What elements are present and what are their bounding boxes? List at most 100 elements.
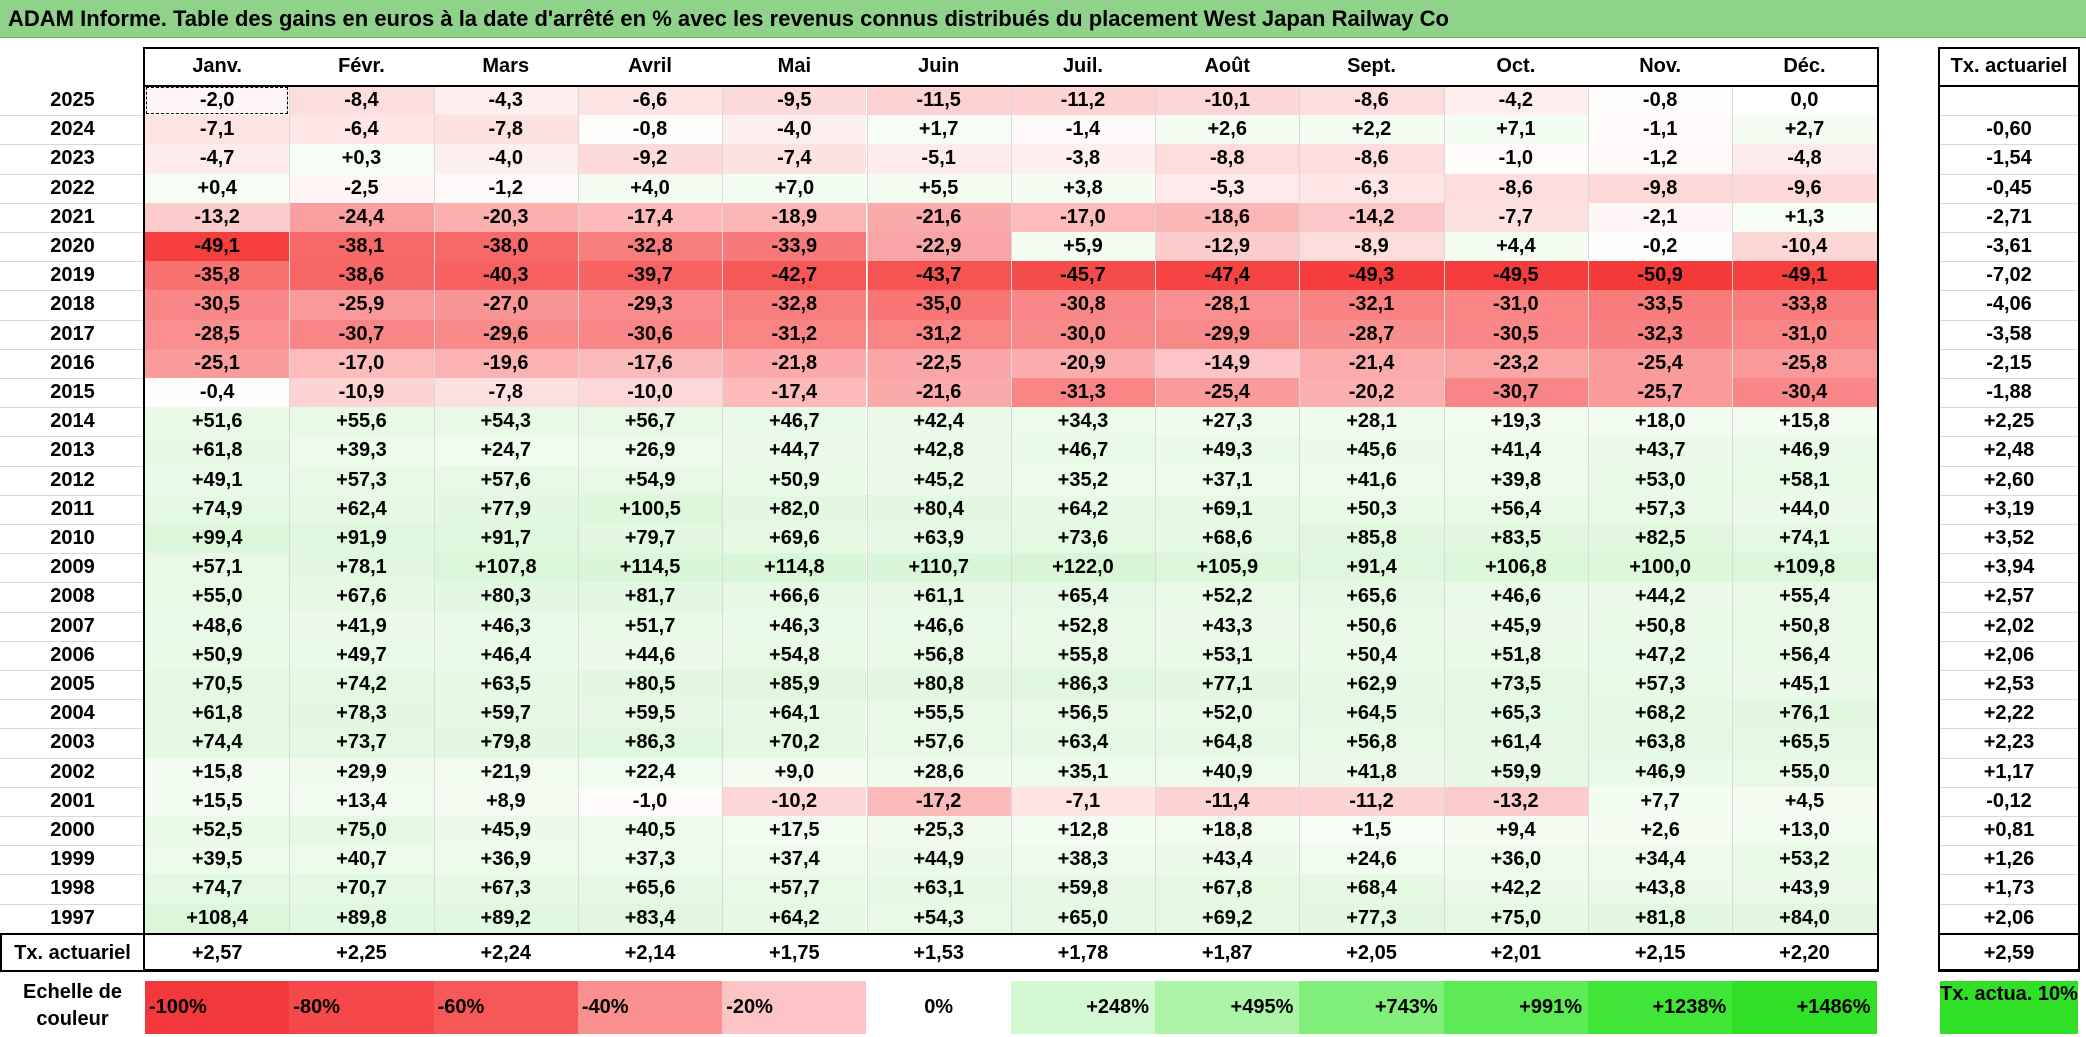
table-cell: +75,0 bbox=[289, 816, 434, 846]
table-cell: +57,3 bbox=[1588, 670, 1733, 700]
table-cell: +42,8 bbox=[866, 436, 1011, 466]
table-cell: +70,5 bbox=[145, 670, 290, 700]
year-label: 2005 bbox=[50, 673, 95, 695]
table-cell: +18,8 bbox=[1155, 816, 1300, 846]
table-cell: -47,4 bbox=[1155, 261, 1300, 291]
table-cell: -32,1 bbox=[1299, 290, 1444, 320]
table-cell: -30,0 bbox=[1010, 319, 1156, 349]
table-cell: +82,5 bbox=[1588, 524, 1733, 554]
table-cell: +50,3 bbox=[1299, 494, 1444, 524]
table-cell: -17,6 bbox=[577, 348, 723, 378]
table-cell: +8,9 bbox=[433, 786, 578, 816]
row-divider bbox=[1940, 202, 2078, 204]
table-cell: +80,5 bbox=[577, 670, 723, 700]
table-cell: +69,1 bbox=[1155, 494, 1300, 524]
table-cell: -32,8 bbox=[722, 290, 867, 320]
rate-cell: +3,19 bbox=[1983, 497, 2035, 520]
table-cell: +55,8 bbox=[1010, 640, 1156, 670]
table-cell: +65,5 bbox=[1732, 728, 1877, 758]
table-cell: -8,6 bbox=[1443, 173, 1588, 203]
table-cell: -35,0 bbox=[866, 290, 1011, 320]
column-divider bbox=[1155, 86, 1157, 933]
year-label: 2001 bbox=[50, 789, 95, 812]
table-cell: +46,9 bbox=[1588, 757, 1733, 787]
table-cell: +21,9 bbox=[433, 757, 578, 787]
table-cell: -4,2 bbox=[1443, 86, 1588, 116]
table-cell: +63,5 bbox=[433, 670, 578, 700]
table-cell: +44,6 bbox=[577, 640, 723, 670]
table-cell: +40,9 bbox=[1155, 757, 1300, 787]
table-cell: +77,1 bbox=[1155, 670, 1300, 700]
table-cell: +55,5 bbox=[866, 699, 1011, 729]
table-cell: -9,6 bbox=[1732, 173, 1877, 203]
table-cell: +17,5 bbox=[722, 816, 867, 846]
table-cell: -25,9 bbox=[289, 290, 434, 320]
table-cell: +53,0 bbox=[1588, 465, 1733, 495]
table-cell: -28,5 bbox=[145, 319, 290, 349]
table-cell: +43,9 bbox=[1732, 874, 1877, 904]
row-divider bbox=[1940, 553, 2078, 555]
row-divider bbox=[1940, 874, 2078, 876]
table-cell: -30,6 bbox=[577, 319, 723, 349]
table-cell: +4,0 bbox=[577, 173, 723, 203]
row-divider bbox=[1940, 290, 2078, 292]
year-label: 1998 bbox=[50, 877, 95, 900]
table-cell: +46,7 bbox=[722, 407, 867, 437]
table-cell: +19,3 bbox=[1443, 407, 1588, 437]
table-cell: -32,8 bbox=[577, 232, 723, 262]
table-cell: -38,0 bbox=[433, 232, 578, 262]
table-cell: +65,6 bbox=[1299, 582, 1444, 612]
month-grid-frame bbox=[143, 47, 1879, 971]
table-cell: +61,8 bbox=[145, 699, 290, 729]
footer-rate-cell: +2,24 bbox=[480, 941, 532, 964]
table-cell: +86,3 bbox=[577, 728, 723, 758]
table-cell: +57,3 bbox=[1588, 494, 1733, 524]
table-cell: +85,9 bbox=[722, 670, 867, 700]
year-label: 2007 bbox=[50, 614, 95, 637]
footer-rate-cell: +1,87 bbox=[1201, 941, 1253, 964]
table-cell: +7,1 bbox=[1443, 115, 1588, 145]
rate-cell: -0,60 bbox=[1986, 118, 2032, 141]
table-cell: +74,2 bbox=[289, 670, 434, 700]
year-label: 2012 bbox=[50, 468, 95, 491]
footer-rate-cell: +2,25 bbox=[336, 941, 387, 964]
table-cell: +1,5 bbox=[1299, 816, 1444, 846]
table-cell: -10,9 bbox=[289, 378, 434, 408]
table-cell: -7,7 bbox=[1443, 202, 1588, 232]
table-cell: +46,6 bbox=[866, 611, 1011, 641]
table-cell: +27,3 bbox=[1155, 407, 1300, 437]
table-cell: -9,2 bbox=[577, 144, 723, 174]
row-divider bbox=[1940, 611, 2078, 613]
row-divider bbox=[1940, 524, 2078, 525]
row-divider bbox=[1940, 319, 2078, 321]
table-cell: -20,9 bbox=[1010, 348, 1156, 378]
table-cell: +49,7 bbox=[289, 640, 434, 670]
table-cell: -29,3 bbox=[577, 290, 723, 320]
footer-rate-cell: +2,15 bbox=[1634, 941, 1686, 964]
table-cell: +36,0 bbox=[1443, 845, 1588, 875]
month-header: Sept. bbox=[1347, 55, 1396, 77]
table-cell: +37,1 bbox=[1155, 465, 1300, 495]
table-cell: +4,5 bbox=[1732, 786, 1877, 816]
row-divider bbox=[1940, 465, 2078, 467]
year-label: 2019 bbox=[50, 264, 95, 287]
year-label: 2015 bbox=[50, 381, 95, 403]
month-header: Juil. bbox=[1062, 55, 1103, 77]
table-cell: -24,4 bbox=[289, 202, 434, 232]
table-cell: -31,2 bbox=[866, 319, 1011, 349]
table-cell: +80,8 bbox=[866, 670, 1011, 700]
table-cell: +52,8 bbox=[1010, 611, 1156, 641]
table-cell: -1,2 bbox=[1588, 144, 1733, 174]
table-cell: +1,7 bbox=[866, 115, 1011, 145]
column-divider bbox=[1010, 86, 1012, 933]
rate-cell: +1,17 bbox=[1983, 760, 2035, 783]
table-cell: +56,4 bbox=[1732, 640, 1877, 670]
rate-header: Tx. actuariel bbox=[1950, 55, 2068, 77]
table-cell: +57,1 bbox=[145, 553, 290, 583]
table-cell: +45,1 bbox=[1732, 670, 1877, 700]
table-cell: +53,2 bbox=[1732, 845, 1877, 875]
table-cell: -40,3 bbox=[433, 261, 578, 291]
table-cell: +54,8 bbox=[722, 640, 867, 670]
color-scale-swatch: -60% bbox=[433, 981, 578, 1034]
table-cell: +57,6 bbox=[866, 728, 1011, 758]
